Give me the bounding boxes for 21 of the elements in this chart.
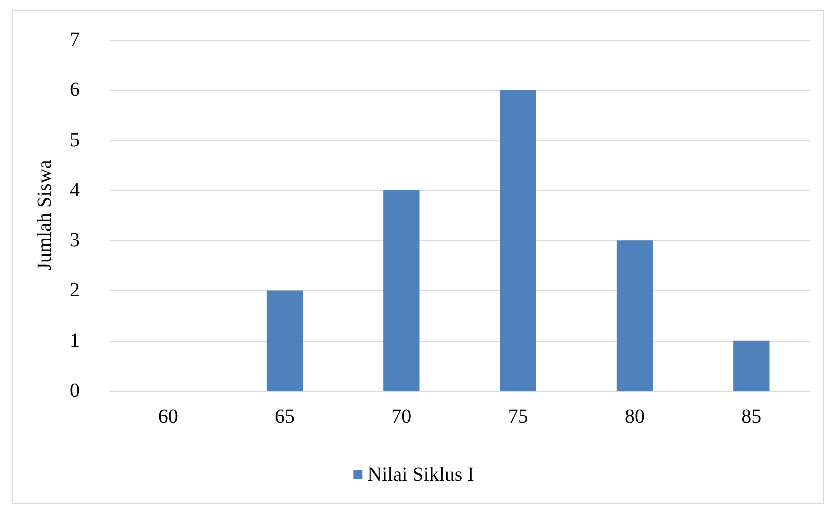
x-tick-label: 70 (392, 406, 412, 428)
y-tick-label: 2 (70, 280, 80, 302)
y-tick-label: 4 (70, 179, 80, 202)
x-tick-label: 85 (742, 406, 762, 428)
y-tick-label: 1 (70, 330, 80, 352)
y-tick-label: 7 (70, 29, 80, 51)
bar (734, 340, 770, 391)
x-tick-label: 65 (275, 406, 295, 428)
x-tick-label: 75 (508, 406, 528, 428)
y-tick-label: 3 (70, 230, 80, 252)
y-tick-label: 6 (70, 79, 80, 102)
bar (616, 240, 654, 391)
bar (500, 90, 536, 391)
legend-label: Nilai Siklus I (368, 464, 474, 486)
y-tick-label: 5 (70, 129, 80, 152)
y-tick-label: 0 (70, 380, 80, 402)
y-axis-title: Jumlah Siswa (34, 160, 56, 271)
x-tick-label: 80 (625, 406, 645, 428)
bar (266, 290, 304, 391)
bar (384, 190, 420, 391)
x-tick-label: 60 (158, 406, 178, 428)
